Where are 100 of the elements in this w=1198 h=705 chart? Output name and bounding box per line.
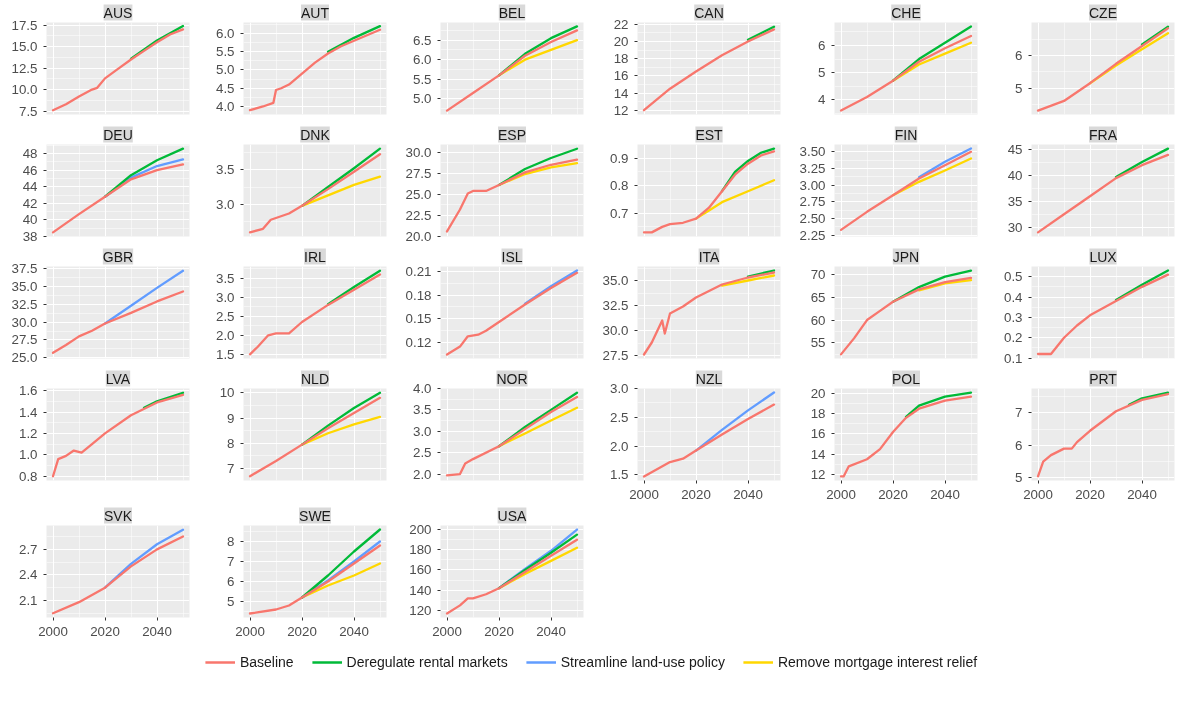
y-tick-label: 3.0 [215,196,235,212]
y-tick-label: 30.0 [602,323,629,338]
y-tick-label: 25.0 [405,186,432,202]
chart-title: BEL [498,4,526,21]
y-tick-label: 27.5 [405,165,432,181]
y-tick-label: 4.0 [412,381,432,396]
y-tick-label: 20.0 [405,229,432,244]
y-tick-label: 3.50 [799,144,826,160]
y-tick-label: 1.5 [609,467,629,483]
y-tick-label: 17.5 [11,17,38,33]
x-tick-label: 2040 [142,623,172,639]
y-tick-label: 9 [227,410,235,426]
y-tick-label: 5 [227,594,235,609]
line-series [642,28,776,112]
y-tick-label: 1.2 [18,425,38,441]
x-tick-label: 2000 [1023,486,1053,502]
line-series [642,403,776,478]
y-tick-label: 1.5 [215,346,235,362]
y-tick-label: 0.3 [1003,309,1023,325]
legend-label: Deregulate rental markets [346,654,508,670]
line-series [839,150,973,231]
y-tick-label: 1.4 [18,404,39,420]
line-series [839,395,973,478]
chart-title: FIN [894,126,918,143]
y-tick-label: 16 [613,68,629,84]
y-tick-label: 30 [1007,219,1023,235]
chart-title: EST [695,126,724,143]
y-tick-label: 22 [613,16,629,32]
x-tick-label: 2000 [38,623,68,639]
y-tick-label: 40 [22,212,38,228]
y-tick-label: 35 [1007,193,1023,209]
y-tick-label: 6 [1015,48,1023,64]
y-tick-label: 180 [409,542,432,558]
y-tick-label: 3.5 [215,162,235,178]
line-series [1036,273,1170,356]
y-tick-label: 6.0 [215,25,235,41]
line-series [248,544,382,615]
chart-title: AUT [301,4,330,21]
y-tick-label: 0.5 [1003,269,1023,285]
line-series [51,28,185,112]
y-tick-label: 0.7 [609,205,629,221]
y-tick-label: 10.0 [11,82,38,98]
x-tick-label: 2020 [287,623,317,639]
y-tick-label: 6.5 [412,32,432,48]
y-tick-label: 4.5 [215,80,235,96]
y-tick-label: 32.5 [602,298,629,313]
x-tick-label: 2020 [1075,486,1105,502]
y-tick-label: 60 [810,312,826,328]
x-tick-label: 2040 [1127,486,1157,502]
line-series [1088,32,1170,85]
y-tick-label: 7.5 [18,103,38,119]
y-tick-label: 2.4 [18,567,39,583]
legend-label: Streamline land-use policy [560,654,725,670]
y-tick-label: 15.0 [11,39,38,55]
y-tick-label: 160 [409,562,432,578]
line-series [51,163,185,234]
y-tick-label: 42 [22,195,38,211]
line-series [445,29,579,112]
legend-label: Remove mortgage interest relief [777,654,978,670]
legend-label: Baseline [239,654,294,670]
y-tick-label: 14 [613,85,630,101]
y-tick-label: 140 [409,582,432,598]
y-tick-label: 0.18 [405,287,432,303]
x-tick-label: 2000 [629,486,659,502]
y-tick-label: 3.0 [609,381,629,396]
line-series [445,395,579,477]
line-series [248,153,382,234]
y-tick-label: 55 [810,335,826,351]
y-tick-label: 2.0 [609,438,629,454]
y-tick-label: 5.5 [215,44,235,60]
y-tick-label: 4.0 [215,98,235,114]
y-tick-label: 0.8 [18,468,38,484]
y-tick-label: 70 [810,266,826,282]
x-tick-label: 2040 [930,486,960,502]
line-series [248,396,382,478]
y-tick-label: 3.0 [215,289,235,305]
chart-title: DEU [103,126,133,143]
x-tick-label: 2040 [733,486,763,502]
y-tick-label: 1.6 [18,383,38,399]
line-series [51,535,185,615]
chart-title: CHE [891,4,921,21]
y-tick-label: 40 [1007,168,1023,184]
y-tick-label: 7 [227,461,235,477]
x-tick-label: 2000 [235,623,265,639]
x-tick-label: 2000 [432,623,462,639]
y-tick-label: 2.25 [799,227,826,243]
y-tick-label: 0.9 [609,150,629,166]
chart-title: ESP [497,126,527,143]
line-series [839,34,973,112]
chart-title: CAN [694,4,724,21]
y-tick-label: 5 [818,65,826,81]
chart-title: SVK [103,507,133,524]
y-tick-label: 0.4 [1003,289,1024,305]
y-tick-label: 2.1 [18,592,38,608]
chart-title: LUX [1089,248,1118,265]
chart-title: DNK [300,126,331,143]
y-tick-label: 18 [810,406,826,422]
y-tick-label: 7 [227,554,235,569]
y-tick-label: 18 [613,51,629,67]
chart-title: IRL [304,248,327,265]
